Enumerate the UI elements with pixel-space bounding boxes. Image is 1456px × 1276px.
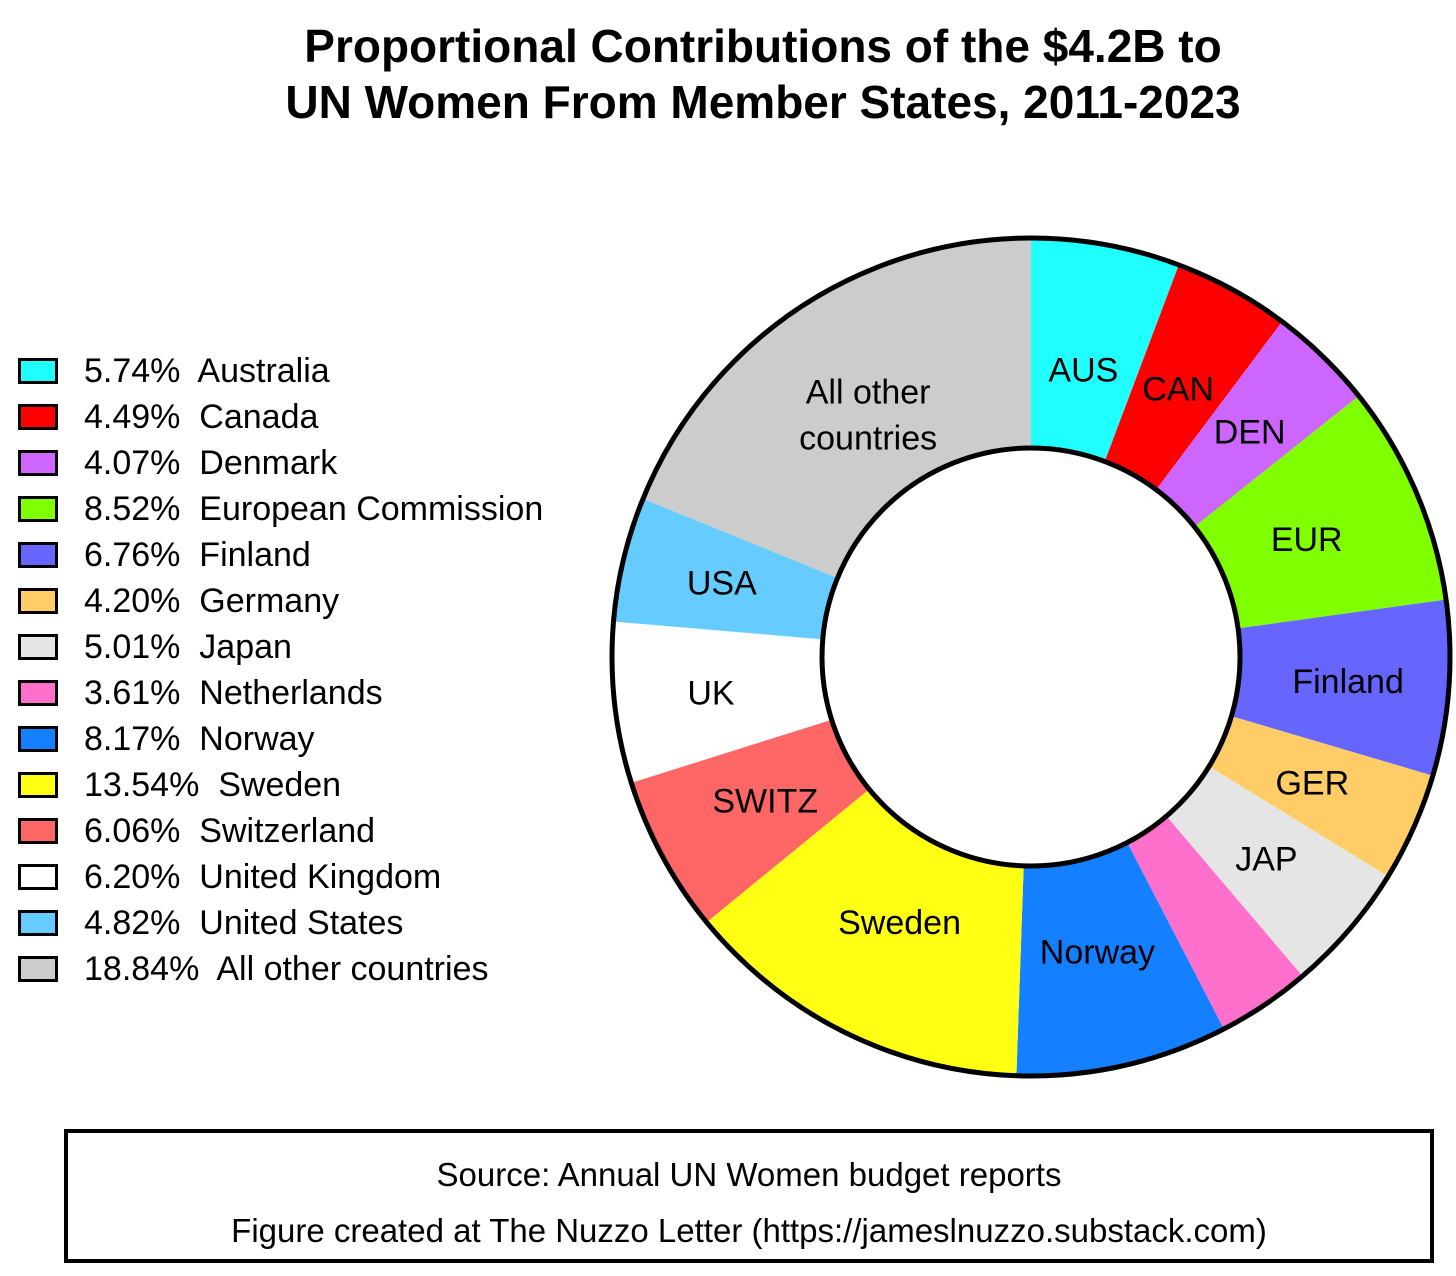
inner-ring-border [819,445,1243,869]
slice-label-line: UK [687,674,735,712]
legend-swatch [18,496,58,522]
slice-label: EUR [1271,521,1343,559]
legend-item: 4.20% Germany [18,578,543,624]
legend-swatch [18,634,58,660]
legend-item: 6.76% Finland [18,532,543,578]
chart-title: Proportional Contributions of the $4.2B … [0,18,1456,130]
legend-swatch [18,956,58,982]
slice-label: CAN [1142,371,1214,409]
slice-label-line: USA [687,565,757,603]
legend-item: 8.17% Norway [18,716,543,762]
credit-text: Figure created at The Nuzzo Letter (http… [231,1212,1267,1249]
slice-united-kingdom [611,621,832,783]
outer-ring-border [609,235,1453,1079]
chart-title-line-1: Proportional Contributions of the $4.2B … [304,20,1222,72]
legend-item: 6.20% United Kingdom [18,854,543,900]
slice-united-states [613,498,838,640]
legend-swatch [18,772,58,798]
slice-european-commission [1194,395,1447,629]
legend-item: 4.49% Canada [18,394,543,440]
slice-label-line: DEN [1214,414,1286,452]
slice-label-line: Sweden [838,904,961,942]
slice-japan [1166,766,1388,977]
slice-canada [1104,264,1283,490]
legend-item: 13.54% Sweden [18,762,543,808]
slice-label-line: CAN [1142,371,1214,409]
legend-label: 18.84% All other countries [84,949,489,988]
legend-swatch [18,726,58,752]
legend-label: 4.82% United States [84,903,404,942]
slice-label: Norway [1040,934,1155,972]
slice-all-other-countries [643,237,1031,579]
legend-label: 5.01% Japan [84,627,292,666]
legend-swatch [18,358,58,384]
legend-swatch [18,680,58,706]
chart-title-line-2: UN Women From Member States, 2011-2023 [285,76,1241,128]
legend-swatch [18,588,58,614]
legend-item: 3.61% Netherlands [18,670,543,716]
legend-label: 4.49% Canada [84,397,319,436]
slice-label-line: JAP [1235,841,1297,879]
legend-swatch [18,910,58,936]
slice-germany [1209,716,1433,877]
legend-label: 6.76% Finland [84,535,311,574]
legend-item: 18.84% All other countries [18,946,543,992]
legend-item: 5.01% Japan [18,624,543,670]
legend-label: 3.61% Netherlands [84,673,383,712]
legend-label: 8.52% European Commission [84,489,544,528]
slice-label: DEN [1214,414,1286,452]
legend-item: 5.74% Australia [18,348,543,394]
slice-switzerland [631,719,870,923]
slice-label: JAP [1235,841,1297,879]
slice-label: UK [687,674,735,712]
slice-norway [1016,842,1224,1076]
legend-label: 4.07% Denmark [84,443,338,482]
slice-label-line: Norway [1040,934,1155,972]
slice-netherlands [1127,816,1303,1029]
slice-label-line: EUR [1271,521,1343,559]
legend-item: 6.06% Switzerland [18,808,543,854]
slice-label-line: Finland [1292,663,1404,701]
slice-label: Finland [1292,663,1404,701]
slice-label: USA [687,565,757,603]
slice-label-line: AUS [1048,352,1118,390]
legend-label: 4.20% Germany [84,581,340,620]
slice-label: GER [1275,764,1349,802]
slice-australia [1031,238,1179,462]
legend-label: 6.20% United Kingdom [84,857,442,896]
slice-denmark [1156,321,1359,527]
slice-label-line: SWITZ [712,782,818,820]
slice-label: AUS [1048,352,1118,390]
legend-swatch [18,450,58,476]
slice-label-line: All other [806,374,931,412]
legend-item: 4.82% United States [18,900,543,946]
legend-swatch [18,818,58,844]
legend-swatch [18,404,58,430]
legend-label: 6.06% Switzerland [84,811,376,850]
legend-swatch [18,542,58,568]
legend-label: 5.74% Australia [84,351,330,390]
legend: 5.74% Australia 4.49% Canada 4.07% Denmark… [18,348,543,992]
slice-label-line: GER [1275,764,1349,802]
legend-label: 13.54% Sweden [84,765,342,804]
slice-label-line: countries [799,420,937,458]
slice-finland [1231,599,1450,776]
legend-item: 8.52% European Commission [18,486,543,532]
source-text: Source: Annual UN Women budget reports [436,1156,1062,1193]
legend-item: 4.07% Denmark [18,440,543,486]
slice-label: SWITZ [712,782,818,820]
slice-sweden [706,789,1024,1076]
legend-label: 8.17% Norway [84,719,315,758]
legend-swatch [18,864,58,890]
slice-label: All other countries [799,374,937,458]
source-box: Source: Annual UN Women budget reports F… [64,1129,1434,1263]
slice-label: Sweden [838,904,961,942]
